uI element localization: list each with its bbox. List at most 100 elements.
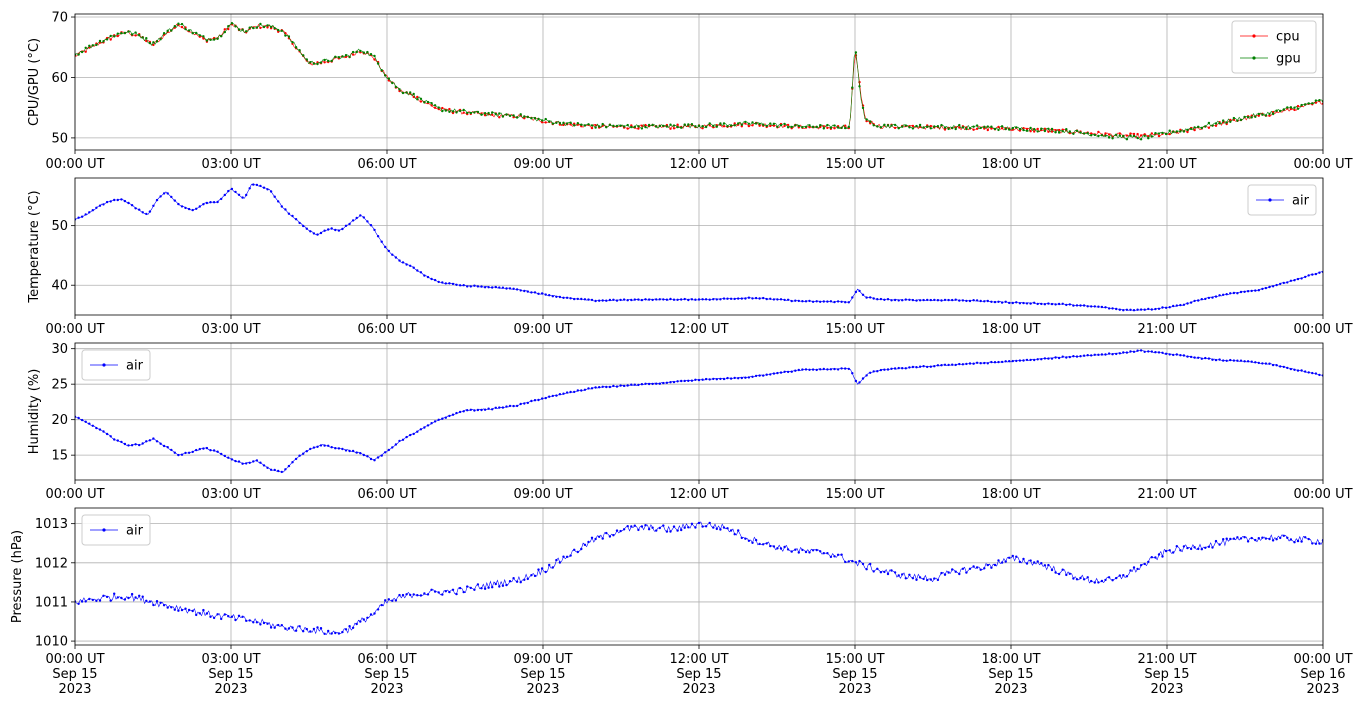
data-point <box>929 365 932 368</box>
data-point <box>262 186 266 189</box>
data-point <box>1211 124 1214 127</box>
data-point <box>245 462 248 465</box>
data-point <box>836 300 840 303</box>
data-point <box>152 204 155 207</box>
data-point <box>323 632 326 635</box>
data-point <box>1279 282 1282 286</box>
data-point <box>804 550 808 554</box>
data-point <box>1218 122 1221 125</box>
data-point <box>523 578 526 581</box>
x-tick-label: 00:00 UT <box>45 487 104 502</box>
data-point <box>619 529 622 533</box>
data-point <box>1172 551 1175 554</box>
data-point <box>88 44 91 47</box>
data-point <box>573 124 576 127</box>
data-point <box>769 373 772 376</box>
data-point <box>886 368 890 371</box>
data-point <box>858 80 861 84</box>
data-point <box>216 37 219 40</box>
data-point <box>376 62 380 65</box>
data-point <box>1214 295 1218 298</box>
data-point <box>237 614 241 617</box>
data-point <box>387 448 390 452</box>
data-point <box>1132 309 1136 312</box>
data-point <box>398 88 401 91</box>
data-point <box>1147 137 1150 140</box>
data-point <box>587 298 590 301</box>
data-point <box>145 599 148 602</box>
data-point <box>915 299 918 302</box>
data-point <box>487 111 490 115</box>
data-point <box>1079 576 1082 580</box>
plot-area <box>75 183 1323 312</box>
data-point <box>704 525 708 528</box>
data-point <box>1139 138 1143 141</box>
data-point <box>109 435 112 438</box>
data-point <box>1132 350 1136 353</box>
data-point <box>227 189 230 193</box>
data-point <box>291 214 294 218</box>
series-gpu <box>75 22 1323 141</box>
data-point <box>1054 303 1057 306</box>
data-point <box>801 548 804 552</box>
data-point <box>473 111 476 114</box>
data-point <box>1015 301 1018 304</box>
data-point <box>1186 546 1189 550</box>
data-point <box>1268 114 1271 117</box>
data-point <box>893 367 897 370</box>
data-point <box>997 360 1000 364</box>
data-point <box>954 570 957 573</box>
data-point <box>908 298 911 301</box>
data-point <box>216 200 219 204</box>
data-point <box>1025 127 1029 131</box>
data-point <box>1182 354 1186 357</box>
data-point <box>1061 355 1064 358</box>
data-point <box>1161 351 1164 354</box>
data-point <box>1011 359 1014 363</box>
data-point <box>1061 130 1064 133</box>
x-tick-label: 09:00 UT <box>513 487 572 502</box>
data-point <box>366 616 369 619</box>
data-point <box>747 124 751 128</box>
data-point <box>319 444 323 447</box>
data-point <box>751 124 754 127</box>
data-point <box>1236 536 1239 539</box>
data-point <box>255 459 259 462</box>
data-point <box>1311 371 1314 375</box>
data-point <box>922 577 925 581</box>
data-point <box>187 29 191 32</box>
data-point <box>173 25 176 28</box>
data-point <box>159 38 162 41</box>
data-point <box>704 377 708 381</box>
data-point <box>95 206 98 209</box>
data-point <box>590 298 594 302</box>
data-point <box>1218 294 1221 297</box>
data-point <box>993 361 997 364</box>
data-point <box>120 596 123 600</box>
data-point <box>1000 301 1004 304</box>
data-point <box>1061 568 1064 571</box>
data-point <box>387 77 390 80</box>
data-point <box>590 126 594 130</box>
data-point <box>327 59 330 63</box>
data-point <box>1257 537 1261 540</box>
x-tick-label: 15:00 UT <box>825 157 884 172</box>
data-point <box>1075 129 1079 132</box>
data-point <box>644 382 647 385</box>
data-point <box>1147 350 1150 353</box>
data-point <box>469 285 472 288</box>
data-point <box>544 117 547 121</box>
data-point <box>327 629 330 633</box>
data-point <box>1271 363 1275 367</box>
data-point <box>373 54 376 58</box>
data-point <box>769 544 772 548</box>
data-point <box>344 55 348 59</box>
x-tick-label: 03:00 UT <box>201 157 260 172</box>
data-point <box>120 440 123 444</box>
data-point <box>997 125 1000 129</box>
data-point <box>1157 134 1161 138</box>
x-tick-label: 18:00 UT <box>981 322 1040 337</box>
data-point <box>1104 306 1107 309</box>
data-point <box>466 585 469 588</box>
